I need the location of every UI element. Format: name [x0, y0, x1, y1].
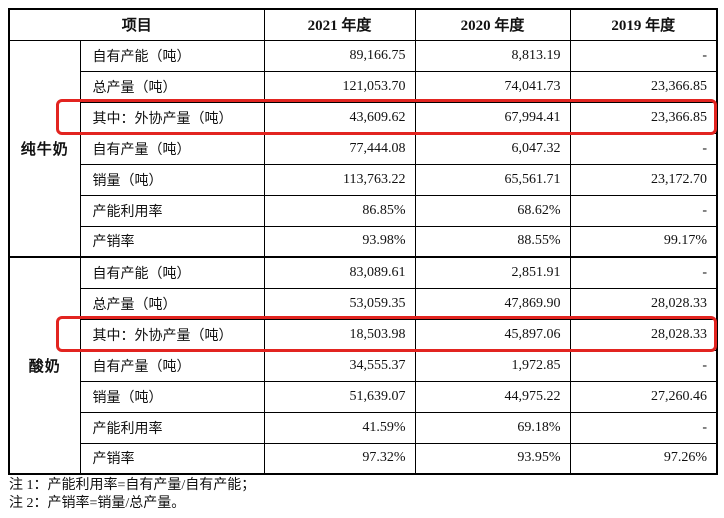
value-y2019: 28,028.33: [569, 318, 718, 351]
value-y2021: 53,059.35: [263, 287, 416, 320]
footnotes: 注 1：产能利用率=自有产量/自有产能； 注 2：产销率=销量/总产量。: [9, 477, 255, 513]
value-y2021: 89,166.75: [263, 39, 416, 72]
table-row: 产能利用率 86.85% 68.62% -: [9, 194, 718, 227]
footnote-2: 注 2：产销率=销量/总产量。: [9, 496, 186, 511]
row-label: 其中：外协产量（吨）: [79, 101, 265, 134]
table-row: 销量（吨） 51,639.07 44,975.22 27,260.46: [9, 380, 718, 413]
table-row: 总产量（吨） 121,053.70 74,041.73 23,366.85: [9, 70, 718, 103]
row-label: 总产量（吨）: [79, 287, 265, 320]
table-row: 产能利用率 41.59% 69.18% -: [9, 411, 718, 444]
value-y2021: 113,763.22: [263, 163, 416, 196]
table-row: 销量（吨） 113,763.22 65,561.71 23,172.70: [9, 163, 718, 196]
column-header-2019: 2019 年度: [569, 8, 718, 41]
row-label: 产能利用率: [79, 194, 265, 227]
column-header-2020: 2020 年度: [414, 8, 571, 41]
table-header-row: 项目 2021 年度 2020 年度 2019 年度: [8, 8, 718, 41]
row-label: 自有产量（吨）: [79, 349, 265, 382]
row-label: 产销率: [79, 225, 265, 258]
value-y2020: 68.62%: [414, 194, 571, 227]
column-header-2021: 2021 年度: [263, 8, 416, 41]
value-y2020: 1,972.85: [414, 349, 571, 382]
value-y2020: 74,041.73: [414, 70, 571, 103]
row-label: 自有产能（吨）: [79, 256, 265, 289]
table-row: 纯牛奶 自有产能（吨） 89,166.75 8,813.19-: [8, 39, 718, 258]
group-label-yogurt: 酸奶: [8, 256, 81, 475]
table-row: 其中：外协产量（吨） 18,503.98 45,897.06 28,028.33: [9, 318, 718, 351]
table-row: 自有产量（吨） 34,555.37 1,972.85-: [9, 349, 718, 382]
value-y2021: 83,089.61: [263, 256, 416, 289]
value-y2019: 23,366.85: [569, 70, 718, 103]
row-label: 其中：外协产量（吨）: [79, 318, 265, 351]
row-label: 自有产能（吨）: [79, 39, 265, 72]
value-y2020: 6,047.32: [414, 132, 571, 165]
footnote-1: 注 1：产能利用率=自有产量/自有产能；: [9, 478, 256, 493]
value-y2020: 93.95%: [414, 442, 571, 475]
value-y2019: 28,028.33: [569, 287, 718, 320]
row-label: 自有产量（吨）: [79, 132, 265, 165]
value-y2021: 86.85%: [263, 194, 416, 227]
value-y2020: 8,813.19: [414, 39, 571, 72]
value-y2021: 34,555.37: [263, 349, 416, 382]
value-y2021: 93.98%: [263, 225, 416, 258]
group-label-pure-milk: 纯牛奶: [8, 39, 81, 258]
table-row: 产销率 97.32% 93.95% 97.26%: [9, 442, 718, 475]
value-y2020: 45,897.06: [414, 318, 571, 351]
value-y2020: 44,975.22: [414, 380, 571, 413]
production-sales-table: 项目 2021 年度 2020 年度 2019 年度 纯牛奶 自有产能（吨） 89,…: [8, 8, 719, 475]
value-y2020: 67,994.41: [414, 101, 571, 134]
value-y2020: 2,851.91: [414, 256, 571, 289]
value-y2020: 69.18%: [414, 411, 571, 444]
value-y2019: -: [569, 132, 718, 165]
value-y2020: 65,561.71: [414, 163, 571, 196]
value-y2019: 23,366.85: [569, 101, 718, 134]
value-y2021: 41.59%: [263, 411, 416, 444]
value-y2021: 51,639.07: [263, 380, 416, 413]
value-y2021: 77,444.08: [263, 132, 416, 165]
value-y2020: 88.55%: [414, 225, 571, 258]
value-y2019: 23,172.70: [569, 163, 718, 196]
value-y2021: 43,609.62: [263, 101, 416, 134]
value-y2021: 121,053.70: [263, 70, 416, 103]
value-y2019: -: [569, 349, 718, 382]
value-y2019: -: [569, 411, 718, 444]
value-y2019: -: [569, 194, 718, 227]
value-y2019: 99.17%: [569, 225, 718, 258]
value-y2019: -: [569, 256, 718, 289]
value-y2019: 97.26%: [569, 442, 718, 475]
column-header-item: 项目: [8, 8, 265, 41]
value-y2019: -: [569, 39, 718, 72]
row-label: 产销率: [79, 442, 265, 475]
row-label: 产能利用率: [79, 411, 265, 444]
value-y2020: 47,869.90: [414, 287, 571, 320]
row-label: 总产量（吨）: [79, 70, 265, 103]
table-row: 产销率 93.98% 88.55% 99.17%: [9, 225, 718, 258]
value-y2021: 97.32%: [263, 442, 416, 475]
value-y2021: 18,503.98: [263, 318, 416, 351]
table-row: 酸奶 自有产能（吨） 83,089.61 2,851.91-: [8, 256, 718, 475]
table-row: 总产量（吨） 53,059.35 47,869.90 28,028.33: [9, 287, 718, 320]
value-y2019: 27,260.46: [569, 380, 718, 413]
row-label: 销量（吨）: [79, 163, 265, 196]
table-row: 其中：外协产量（吨） 43,609.62 67,994.41 23,366.85: [9, 101, 718, 134]
table-row: 自有产量（吨） 77,444.08 6,047.32-: [9, 132, 718, 165]
row-label: 销量（吨）: [79, 380, 265, 413]
